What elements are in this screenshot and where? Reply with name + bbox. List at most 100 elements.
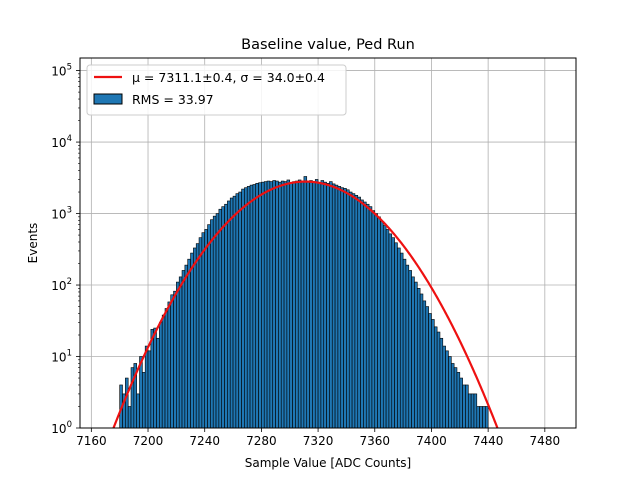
histogram-bar	[258, 182, 262, 428]
histogram-bar	[343, 188, 347, 428]
histogram-bar	[289, 182, 293, 428]
histogram-bar	[411, 276, 415, 428]
x-tick-label: 7280	[246, 434, 277, 448]
histogram-bar	[144, 345, 149, 428]
histogram-bar	[309, 180, 313, 428]
histogram-bar	[195, 243, 200, 428]
histogram-bar	[450, 363, 455, 428]
histogram-bar	[161, 314, 166, 428]
histogram-bar	[229, 197, 234, 428]
histogram-bar	[232, 195, 237, 428]
histogram-bar	[479, 406, 483, 428]
histogram-bar	[456, 372, 461, 428]
histogram-bar	[306, 181, 310, 428]
histogram-bar	[297, 179, 302, 428]
histogram-bar	[337, 186, 342, 428]
legend-box	[86, 64, 347, 116]
histogram-bar	[221, 206, 225, 428]
histogram-bar	[130, 367, 135, 428]
histogram-bar	[348, 191, 353, 428]
histogram-bar	[127, 406, 132, 428]
histogram-bar	[164, 308, 169, 428]
histogram-bar	[394, 242, 398, 428]
histogram-bar	[425, 306, 429, 428]
histogram-bar	[266, 180, 271, 428]
histogram-bar	[255, 182, 259, 428]
histogram-bar	[331, 183, 336, 428]
histogram-bar	[136, 393, 140, 428]
histogram-bar	[215, 213, 220, 428]
histogram-bar	[283, 181, 288, 428]
histogram-bar	[300, 181, 305, 428]
histogram-bar	[176, 281, 180, 428]
histogram-bar	[125, 377, 129, 428]
histogram-bar	[428, 313, 432, 428]
histogram-bar	[422, 300, 427, 428]
histogram-bar	[414, 281, 418, 428]
histogram-bar	[431, 319, 435, 428]
histogram-bar	[173, 290, 177, 428]
histogram-bar	[235, 193, 240, 428]
histogram-bar	[416, 288, 421, 428]
histogram-bar	[224, 203, 228, 428]
histogram-bar	[147, 350, 152, 428]
histogram-bar	[442, 345, 446, 428]
histogram-bar	[156, 337, 160, 428]
histogram-bar	[150, 329, 154, 428]
histogram-bar	[218, 208, 223, 428]
histogram-bar	[312, 181, 316, 428]
histogram-bar	[351, 193, 356, 428]
histogram-bar	[326, 182, 330, 428]
histogram-bar	[198, 237, 203, 428]
histogram-bar	[249, 184, 254, 428]
histogram-bar	[272, 180, 276, 428]
histogram-bar	[286, 179, 291, 428]
histogram-bar	[314, 179, 319, 428]
histogram-bar	[170, 294, 174, 428]
histogram-bar	[275, 180, 279, 428]
histogram-bar	[459, 377, 463, 428]
histogram-bar	[371, 210, 376, 428]
y-axis-ticks: 100 101 102 103 104 105	[51, 63, 80, 436]
histogram-bar	[159, 322, 163, 428]
histogram-bar	[252, 184, 257, 428]
plot-frame	[79, 57, 577, 429]
histogram-bar	[329, 181, 333, 428]
y-tick-label: 102	[51, 277, 72, 293]
histogram-bar	[190, 252, 194, 428]
histogram-bar	[385, 229, 390, 428]
histogram-bar	[323, 181, 327, 428]
histogram-bar	[357, 196, 361, 428]
y-tick-label: 104	[51, 134, 72, 150]
histogram-bar	[334, 184, 339, 428]
histogram-bar	[482, 406, 486, 428]
histogram-bar	[340, 187, 344, 428]
histogram-bars	[119, 176, 489, 428]
histogram-bar	[402, 258, 407, 428]
x-tick-label: 7440	[473, 434, 504, 448]
histogram-bar	[360, 199, 364, 428]
x-axis-label: Sample Value [ADC Counts]	[245, 456, 411, 470]
histogram-bar	[405, 264, 410, 428]
histogram-bar	[181, 270, 186, 428]
histogram-bar	[419, 293, 424, 428]
histogram-bar	[470, 393, 475, 428]
histogram-bar	[278, 181, 282, 428]
histogram-bar	[380, 220, 384, 428]
x-tick-label: 7240	[189, 434, 220, 448]
x-axis-ticks: 7160 7200 7240 7280 7320 7360 7400 7440 7480	[76, 428, 560, 448]
histogram-bar	[382, 225, 387, 428]
histogram-bar	[263, 181, 268, 428]
histogram-bar	[193, 247, 197, 428]
histogram-bar	[368, 206, 373, 428]
histogram-bar	[292, 181, 296, 428]
histogram-bar	[207, 224, 211, 428]
histogram-bar	[473, 393, 478, 428]
histogram-bar	[436, 331, 441, 428]
histogram-bar	[204, 229, 208, 428]
histogram-bar	[280, 180, 285, 428]
histogram-bar	[187, 258, 191, 428]
histogram-bar	[346, 189, 350, 428]
histogram-bar	[365, 203, 370, 428]
